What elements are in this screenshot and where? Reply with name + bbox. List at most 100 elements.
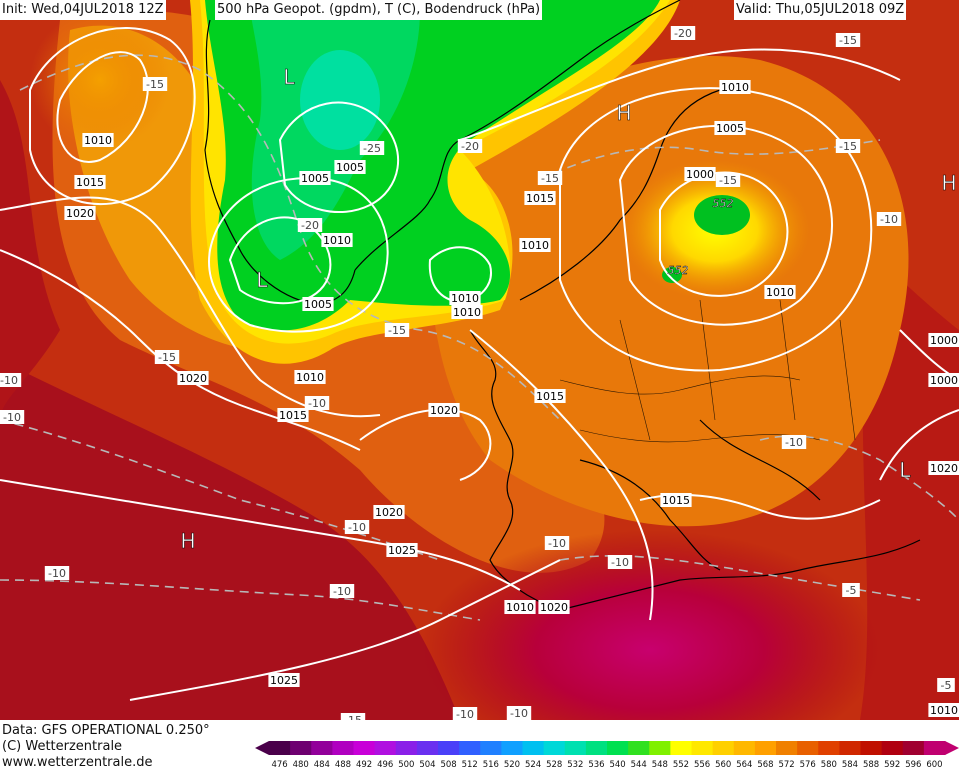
temperature-label: -10 xyxy=(548,537,566,550)
label-box xyxy=(268,673,300,687)
colorbar-cell xyxy=(416,741,439,755)
colorbar-cell xyxy=(607,741,629,755)
temperature-label: -5 xyxy=(941,679,952,692)
isobar-label: 1005 xyxy=(336,161,364,174)
colorbar-tick-label: 552 xyxy=(673,760,689,769)
colorbar-tick-label: 496 xyxy=(377,760,393,769)
label-box xyxy=(714,121,746,135)
isobar-label: 1025 xyxy=(388,544,416,557)
colorbar-ticks: 476 480 484 488 492 496 500 504 508 512 516 520 524 5… xyxy=(271,760,942,770)
isobar-label: 1010 xyxy=(296,371,324,384)
sahara-hot-spot xyxy=(420,530,880,770)
scandinavia-green-core xyxy=(694,195,750,235)
label-box xyxy=(299,171,331,185)
colorbar-cell xyxy=(881,741,904,755)
colorbar-tick-label: 488 xyxy=(335,760,351,769)
colorbar-tick-label: 528 xyxy=(546,760,562,769)
isobar-label: 1020 xyxy=(179,372,207,385)
isobar-label: 1005 xyxy=(304,298,332,311)
label-box xyxy=(534,389,566,403)
temperature-label: -10 xyxy=(510,707,528,720)
low-pressure-center: L xyxy=(283,65,295,89)
geopotential-label: 552 xyxy=(668,264,689,277)
label-box xyxy=(928,461,959,475)
geopotential-label: 552 xyxy=(713,197,734,210)
colorbar-cell xyxy=(564,741,587,755)
source-url: www.wetterzentrale.de xyxy=(2,755,153,770)
geopotential-colorbar: 476 480 484 488 492 496 500 504 508 512 516 520 524 5… xyxy=(255,741,959,770)
colorbar-cell xyxy=(733,741,756,755)
colorbar-tick-label: 492 xyxy=(356,760,372,769)
label-box xyxy=(715,173,741,187)
temperature-label: -10 xyxy=(611,556,629,569)
colorbar-cell xyxy=(585,741,608,755)
colorbar-tick-label: 484 xyxy=(314,760,330,769)
label-box xyxy=(937,678,955,692)
label-box xyxy=(373,505,405,519)
colorbar-cells xyxy=(255,741,959,755)
temperature-label: -10 xyxy=(456,708,474,720)
colorbar-tick-label: 580 xyxy=(821,760,837,769)
temperature-label: -15 xyxy=(719,174,737,187)
colorbar-tick-label: 508 xyxy=(440,760,456,769)
temperature-label: -15 xyxy=(388,324,406,337)
isobar-label: 1010 xyxy=(506,601,534,614)
colorbar-cell xyxy=(311,741,333,755)
temperature-label: -15 xyxy=(541,172,559,185)
isobar-label: 1020 xyxy=(930,462,958,475)
colorbar-cell xyxy=(395,741,418,755)
colorbar-tick-label: 564 xyxy=(736,760,752,769)
high-pressure-center: H xyxy=(616,101,631,125)
temperature-label: -10 xyxy=(308,397,326,410)
label-box xyxy=(835,139,861,153)
colorbar-tick-label: 556 xyxy=(694,760,710,769)
isobar-label: 1000 xyxy=(930,374,958,387)
isobar-label: 1010 xyxy=(84,134,112,147)
isobar-label: 1010 xyxy=(766,286,794,299)
colorbar-cell xyxy=(269,741,291,755)
map-header: Init: Wed,04JUL2018 12Z 500 hPa Geopot. … xyxy=(0,0,959,20)
high-pressure-center: H xyxy=(180,529,195,553)
label-box xyxy=(876,212,902,226)
colorbar-tick-label: 572 xyxy=(778,760,794,769)
colorbar-cell xyxy=(860,741,883,755)
data-source: Data: GFS OPERATIONAL 0.250° xyxy=(2,723,210,738)
isobar-label: 1020 xyxy=(540,601,568,614)
isobar-label: 1010 xyxy=(721,81,749,94)
colorbar-cell xyxy=(332,741,354,755)
label-box xyxy=(449,291,481,305)
colorbar-cell xyxy=(818,741,840,755)
label-box xyxy=(294,370,326,384)
colorbar-cell xyxy=(459,741,481,755)
label-box xyxy=(537,171,563,185)
temperature-label: -10 xyxy=(48,567,66,580)
label-box xyxy=(329,584,355,598)
temperature-label: -20 xyxy=(461,140,479,153)
temperature-label: -10 xyxy=(0,374,18,387)
label-box xyxy=(344,520,370,534)
deep-red-southwest xyxy=(0,360,460,720)
isobar-label: 1005 xyxy=(716,122,744,135)
label-box xyxy=(297,218,323,232)
isobar-label: 1010 xyxy=(930,704,958,717)
label-box xyxy=(842,583,860,597)
colorbar-cell xyxy=(353,741,376,755)
colorbar-right-arrow xyxy=(945,741,959,755)
colorbar-tick-label: 568 xyxy=(757,760,773,769)
label-box xyxy=(451,305,483,319)
temperature-label: -10 xyxy=(880,213,898,226)
isobar-label: 1020 xyxy=(66,207,94,220)
label-box xyxy=(660,493,692,507)
colorbar-cell xyxy=(480,741,502,755)
label-box xyxy=(928,333,959,347)
geopotential-labels: 552 552 xyxy=(667,197,734,277)
isobar-label: 1020 xyxy=(375,506,403,519)
label-box xyxy=(781,435,807,449)
temperature-label: -10 xyxy=(3,411,21,424)
isobar-label: 1010 xyxy=(521,239,549,252)
label-box xyxy=(719,80,751,94)
colorbar-tick-label: 544 xyxy=(631,760,647,769)
label-box xyxy=(177,371,209,385)
country-borders xyxy=(559,299,856,443)
colorbar-tick-label: 512 xyxy=(462,760,478,769)
